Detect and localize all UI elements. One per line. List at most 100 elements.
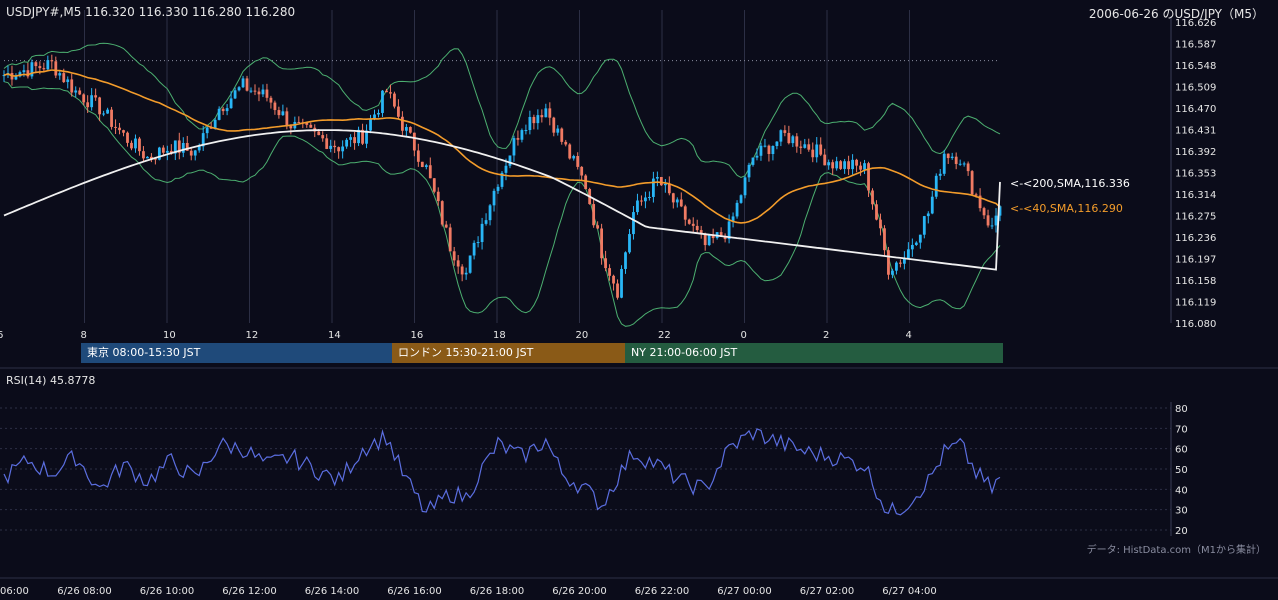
candle-body [568,144,572,159]
candle-body [910,244,914,250]
candle-body [102,113,105,115]
candle-body [146,156,149,159]
candle-body [122,130,125,133]
price-tick-label: 116.353 [1175,169,1216,180]
price-tick-label: 116.158 [1175,276,1216,287]
candle-body [173,140,177,154]
candle-body [998,206,1002,216]
candle-body [655,176,659,179]
candle-body [500,172,504,187]
candle-body [253,90,257,92]
candle-body [831,162,835,169]
candle-body [966,163,970,172]
candle-body [269,97,273,103]
candle-body [863,163,866,170]
x-tick-label: 6 [0,330,3,341]
candle-body [74,90,78,93]
candle-body [488,205,492,221]
candle-body [193,150,197,156]
candle-body [54,61,58,76]
candle-body [261,89,265,95]
candle-body [803,144,807,148]
candle-body [899,262,902,264]
candle-body [648,196,651,198]
x-tick-label: 22 [658,330,671,341]
candle-body [317,131,321,136]
candle-body [640,200,643,202]
price-tick-label: 116.197 [1175,255,1216,266]
candle-body [333,145,337,148]
price-tick-label: 116.314 [1175,190,1216,201]
time-axis-label: 6/26 14:00 [305,586,359,597]
candle-body [855,159,858,166]
candle-body [994,215,998,226]
candle-body [305,122,309,125]
candle-body [895,262,898,271]
candle-body [337,147,341,152]
rsi-tick-label: 20 [1175,526,1188,537]
candle-body [361,129,364,144]
candle-body [201,133,205,147]
candle-body [472,242,476,256]
candle-body [476,242,480,244]
candle-body [651,178,655,197]
rsi-tick-label: 60 [1175,445,1188,456]
candle-body [78,90,82,95]
x-tick-label: 16 [411,330,424,341]
candle-body [608,268,611,276]
candle-body [847,161,851,170]
candle-body [883,228,886,251]
candle-body [616,283,619,298]
rsi-tick-label: 30 [1175,506,1188,517]
price-tick-label: 116.392 [1175,147,1216,158]
candle-body [90,95,94,108]
candle-body [918,234,922,243]
candle-body [982,208,986,216]
candle-body [82,94,86,103]
candle-body [719,232,723,236]
candle-body [161,147,165,153]
candle-body [424,165,428,168]
candle-body [628,234,631,253]
candle-body [914,242,918,245]
candle-body [14,76,18,80]
candle-body [632,212,635,235]
candle-body [811,149,815,158]
candle-body [345,139,349,147]
candle-body [277,110,281,116]
candle-body [30,62,34,77]
candle-body [823,154,827,166]
candle-body [604,258,607,269]
candle-body [26,70,30,77]
candle-body [177,140,181,153]
candle-body [309,124,313,128]
sma40-label: <-<40,SMA,116.290 [1010,202,1123,215]
rsi-tick-label: 80 [1175,404,1188,415]
price-tick-label: 116.587 [1175,40,1216,51]
candle-body [624,252,627,269]
candle-body [416,150,420,162]
candle-body [879,219,882,229]
candle-body [962,163,966,165]
candle-body [596,225,600,229]
candle-body [492,190,496,206]
session-tokyo-band: 東京 08:00-15:30 JST [81,343,392,363]
candle-body [408,127,412,133]
candle-body [412,132,416,151]
candle-body [600,228,603,259]
candle-body [727,221,731,240]
rsi-label: RSI(14) 45.8778 [6,374,96,387]
candle-body [791,136,795,144]
candle-body [404,127,408,131]
candle-body [62,73,66,83]
candle-body [420,161,424,168]
candle-body [18,72,22,77]
candle-body [536,115,540,124]
candle-body [807,144,811,150]
candle-body [66,79,70,83]
candle-body [94,95,98,98]
sma200-label: <-<200,SMA,116.336 [1010,177,1130,190]
candle-body [902,258,906,264]
candle-body [321,135,325,139]
candle-body [787,132,791,144]
